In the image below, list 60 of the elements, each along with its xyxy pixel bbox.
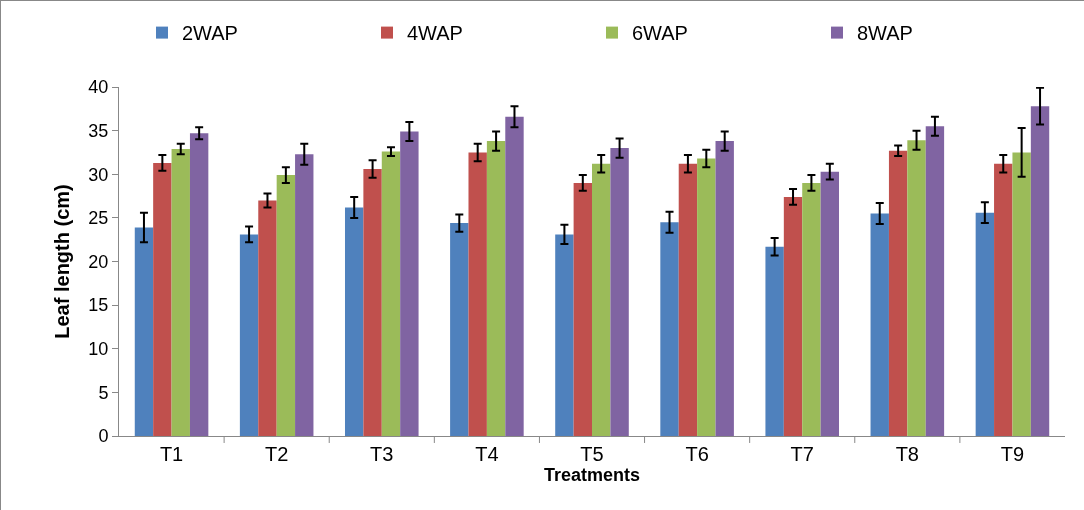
bar: [171, 148, 190, 436]
legend-label: 6WAP: [632, 22, 688, 45]
bar: [592, 163, 611, 436]
x-tick-label: T7: [790, 443, 814, 465]
bar: [820, 171, 840, 436]
y-tick-label: 30: [88, 164, 109, 185]
y-tick-label: 0: [98, 426, 109, 447]
x-tick-label: T1: [159, 443, 184, 465]
x-tick-label: T4: [475, 443, 499, 465]
x-tick-label: T5: [580, 443, 604, 465]
bar: [573, 182, 592, 436]
x-tick-label: T6: [685, 443, 709, 465]
bar: [239, 234, 259, 436]
bar: [888, 150, 908, 436]
x-tick-label: T3: [370, 443, 394, 465]
bar: [802, 182, 821, 436]
x-tick-label: T8: [895, 443, 919, 465]
bar: [678, 163, 698, 436]
bar: [1012, 152, 1031, 436]
bar: [400, 131, 419, 436]
bar: [153, 162, 172, 436]
bar: [450, 223, 469, 436]
bar: [276, 175, 296, 436]
x-tick-label: T9: [1000, 443, 1025, 465]
bar: [1030, 106, 1050, 436]
bar: [660, 222, 679, 436]
y-axis-title: Leaf length (cm): [51, 184, 73, 339]
bar: [381, 151, 401, 436]
bar: [907, 140, 926, 436]
y-tick-label: 35: [88, 120, 109, 141]
bar: [189, 133, 209, 436]
y-tick-label: 40: [88, 77, 109, 98]
bar: [975, 212, 995, 436]
bar: [505, 116, 524, 436]
bar: [344, 207, 364, 436]
bar: [925, 126, 945, 436]
x-axis-title: Treatments: [543, 465, 641, 485]
y-tick-label: 10: [88, 339, 109, 360]
bar: [783, 196, 803, 436]
x-tick-label: T2: [265, 443, 289, 465]
y-tick-label: 5: [98, 382, 109, 403]
bar: [994, 163, 1013, 436]
y-tick-label: 15: [88, 295, 109, 316]
bar: [258, 200, 277, 436]
bar: [697, 158, 716, 436]
bar: [295, 154, 314, 436]
y-tick-label: 20: [88, 251, 109, 272]
bar: [468, 152, 487, 436]
bar: [765, 246, 784, 436]
bar: [715, 141, 734, 436]
bar: [363, 169, 382, 436]
bar: [870, 213, 889, 436]
legend-label: 8WAP: [857, 22, 913, 45]
bar: [610, 148, 629, 436]
bar: [555, 234, 574, 436]
bar: [134, 227, 154, 436]
legend-label: 4WAP: [407, 22, 463, 45]
legend-label: 2WAP: [182, 22, 238, 45]
bar: [486, 141, 506, 436]
y-tick-label: 25: [88, 208, 109, 229]
